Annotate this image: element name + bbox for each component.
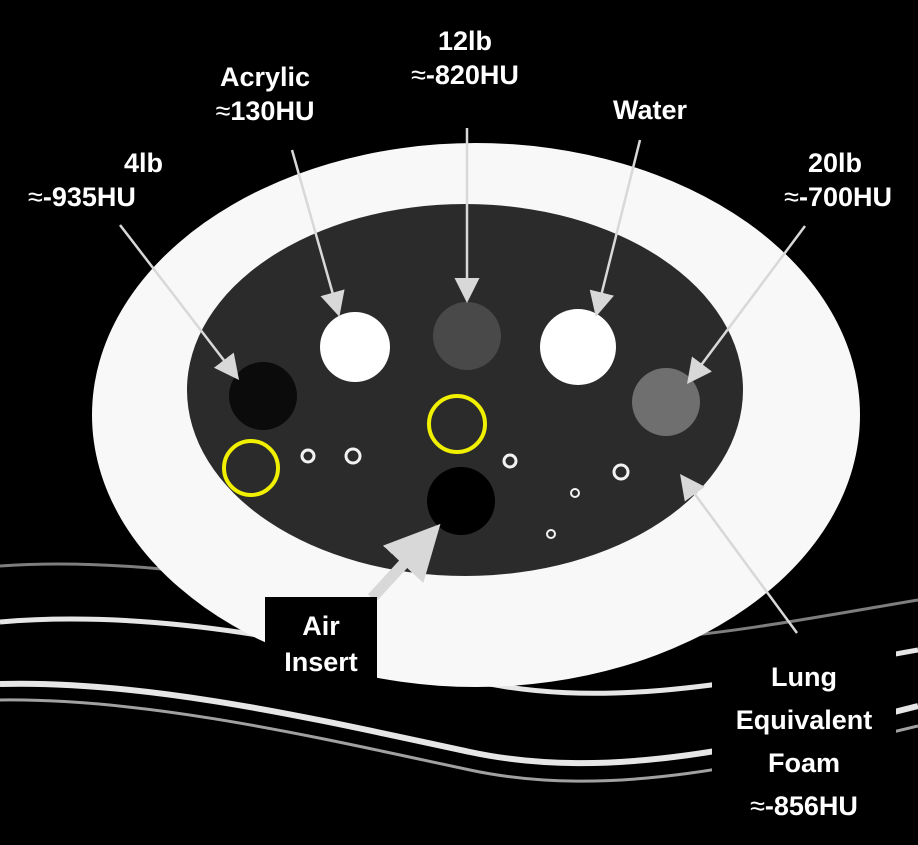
label-acrylic: Acrylic ≈130HU — [190, 60, 340, 128]
arrow-4lb — [119, 224, 240, 380]
water-insert — [540, 309, 616, 385]
acrylic-insert — [320, 312, 390, 382]
approx-symbol: ≈ — [411, 60, 426, 90]
label-12lb-hu: -820HU — [425, 60, 519, 90]
label-20lb: 20lb ≈-700HU — [742, 146, 892, 214]
20lb-insert — [632, 368, 700, 436]
label-foam-hu: -856HU — [764, 791, 858, 821]
arrow-acrylic — [290, 149, 345, 317]
label-air-line2: Insert — [284, 647, 358, 677]
label-4lb: 4lb ≈-935HU — [28, 146, 163, 214]
roi-circle-center — [427, 394, 487, 454]
arrow-20lb — [687, 225, 807, 385]
air-insert — [427, 467, 495, 535]
label-20lb-hu: -700HU — [798, 182, 892, 212]
label-12lb-name: 12lb — [437, 26, 493, 56]
label-4lb-hu: -935HU — [42, 182, 136, 212]
label-air: Air Insert — [265, 608, 377, 680]
arrow-air — [367, 523, 441, 602]
approx-symbol: ≈ — [750, 791, 765, 821]
roi-circle-left — [222, 439, 280, 497]
arrow-foam — [680, 473, 799, 634]
label-foam-line1: Lung — [771, 662, 837, 692]
label-foam-line3: Foam — [767, 748, 840, 778]
small-rod-markers — [300, 447, 630, 539]
label-water-name: Water — [613, 95, 688, 125]
approx-symbol: ≈ — [215, 96, 231, 126]
12lb-insert — [433, 302, 501, 370]
label-air-line1: Air — [302, 611, 340, 641]
approx-symbol: ≈ — [784, 182, 799, 212]
label-water: Water — [613, 93, 687, 127]
label-foam: Lung Equivalent Foam ≈-856HU — [712, 656, 896, 828]
label-acrylic-name: Acrylic — [219, 62, 311, 92]
label-20lb-name: 20lb — [807, 148, 862, 178]
foam-label-box — [712, 643, 896, 833]
arrow-water — [589, 139, 642, 317]
approx-symbol: ≈ — [28, 182, 43, 212]
label-foam-line2: Equivalent — [735, 705, 873, 735]
label-12lb: 12lb ≈-820HU — [380, 24, 550, 92]
label-4lb-name: 4lb — [124, 148, 164, 178]
label-acrylic-hu: 130HU — [230, 96, 315, 126]
air-label-box — [265, 597, 377, 689]
4lb-insert — [229, 362, 297, 430]
